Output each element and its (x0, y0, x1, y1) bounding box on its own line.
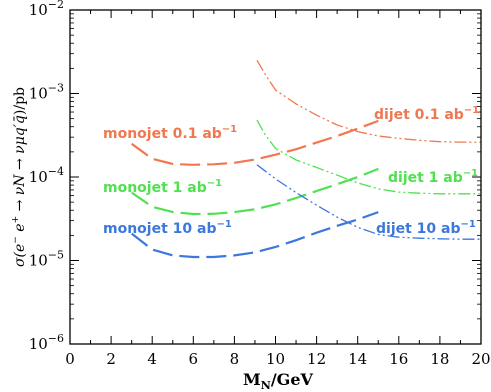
series-label-4: dijet 1 ab−1 (388, 168, 478, 186)
axis-ticks (69, 9, 482, 345)
x-tick-label: 4 (147, 350, 157, 368)
series-label-1: monojet 1 ab−1 (103, 178, 222, 196)
x-tick-label: 18 (430, 350, 449, 368)
series-line-4 (256, 119, 481, 195)
series-label-5: dijet 10 ab−1 (376, 219, 476, 237)
x-tick-label: 2 (106, 350, 116, 368)
y-tick-label: 10−3 (29, 82, 64, 103)
x-axis-title: MN/GeV (243, 370, 313, 392)
x-tick-label: 6 (189, 350, 199, 368)
series-line-3 (256, 59, 481, 143)
series-line-0 (131, 119, 379, 166)
series-line-1 (131, 167, 379, 216)
series-label-3: dijet 0.1 ab−1 (374, 105, 479, 123)
series-label-2: monojet 10 ab−1 (103, 219, 232, 237)
y-tick-label: 10−6 (29, 332, 64, 353)
y-tick-label: 10−2 (29, 0, 64, 19)
series-curves (131, 59, 481, 259)
x-tick-label: 0 (65, 350, 75, 368)
series-line-2 (131, 211, 379, 259)
x-tick-label: 10 (266, 350, 285, 368)
x-tick-label: 16 (389, 350, 408, 368)
y-tick-label: 10−5 (29, 249, 64, 270)
series-line-5 (256, 164, 481, 240)
y-tick-label: 10−4 (29, 165, 64, 186)
x-tick-label: 14 (348, 350, 367, 368)
series-labels: monojet 0.1 ab−1 monojet 1 ab−1 monojet 10… (103, 105, 479, 237)
y-axis-title: σ(e− e+ → νN → νμq′q̄)/pb (11, 87, 28, 267)
x-tick-label: 8 (230, 350, 240, 368)
series-label-0: monojet 0.1 ab−1 (103, 124, 237, 142)
x-tick-label: 12 (307, 350, 326, 368)
x-tick-label: 20 (471, 350, 490, 368)
axis-tick-labels: 0 2 4 6 8 10 12 14 16 18 20 10−6 10−5 10−4 10−3 10−2 (29, 0, 491, 368)
